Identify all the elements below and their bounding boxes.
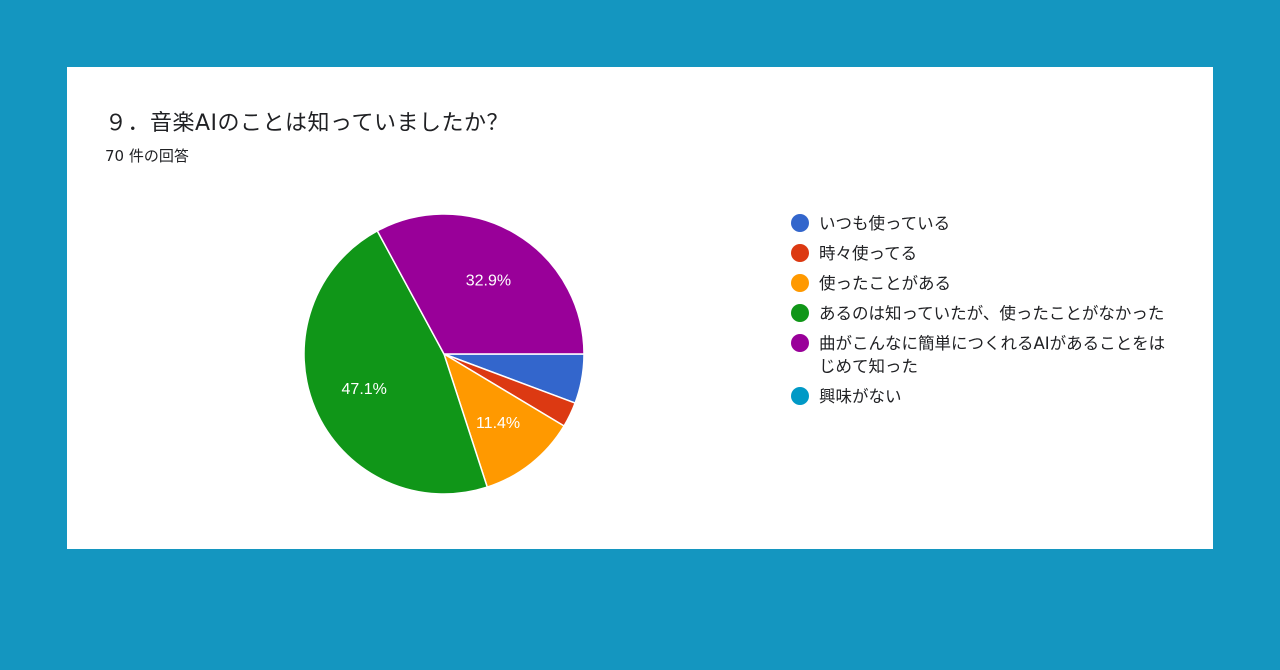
legend-label: 使ったことがある	[819, 274, 951, 293]
slice-label: 32.9%	[466, 272, 511, 289]
chart-card: ９．音楽AIのことは知っていましたか？ 70 件の回答 11.4% 47.1% 32…	[67, 67, 1213, 549]
legend-swatch	[791, 244, 809, 262]
legend-item: 使ったことがある	[791, 272, 1171, 295]
chart-title: ９．音楽AIのことは知っていましたか？	[105, 111, 509, 136]
legend-swatch	[791, 387, 809, 405]
pie-slice	[442, 352, 566, 489]
legend-label: 興味がない	[819, 387, 902, 406]
legend-label: 曲がこんなに簡単につくれるAIがあることをはじめて知った	[819, 334, 1166, 376]
legend-label: あるのは知っていたが、使ったことがなかった	[819, 304, 1165, 323]
legend-item: 時々使ってる	[791, 242, 1171, 265]
chart-legend: いつも使っている 時々使ってる使ったことがあるあるのは知っていたが、使ったことがな…	[791, 212, 1171, 415]
legend-label: 時々使ってる	[819, 244, 918, 263]
legend-item: 興味がない	[791, 385, 1171, 408]
pie-slice	[303, 229, 489, 495]
legend-label: いつも使っている	[819, 214, 951, 233]
legend-item: 曲がこんなに簡単につくれるAIがあることをはじめて知った	[791, 332, 1171, 378]
legend-item: いつも使っている	[791, 212, 1171, 235]
legend-swatch	[791, 334, 809, 352]
legend-swatch	[791, 304, 809, 322]
slice-label: 11.4%	[476, 415, 520, 432]
legend-swatch	[791, 214, 809, 232]
legend-item: あるのは知っていたが、使ったことがなかった	[791, 302, 1171, 325]
response-count: 70 件の回答	[105, 147, 189, 165]
slice-label: 47.1%	[342, 381, 387, 398]
legend-swatch	[791, 274, 809, 292]
pie-chart: 11.4% 47.1% 32.9%	[303, 213, 585, 495]
pie-slice	[376, 213, 585, 355]
